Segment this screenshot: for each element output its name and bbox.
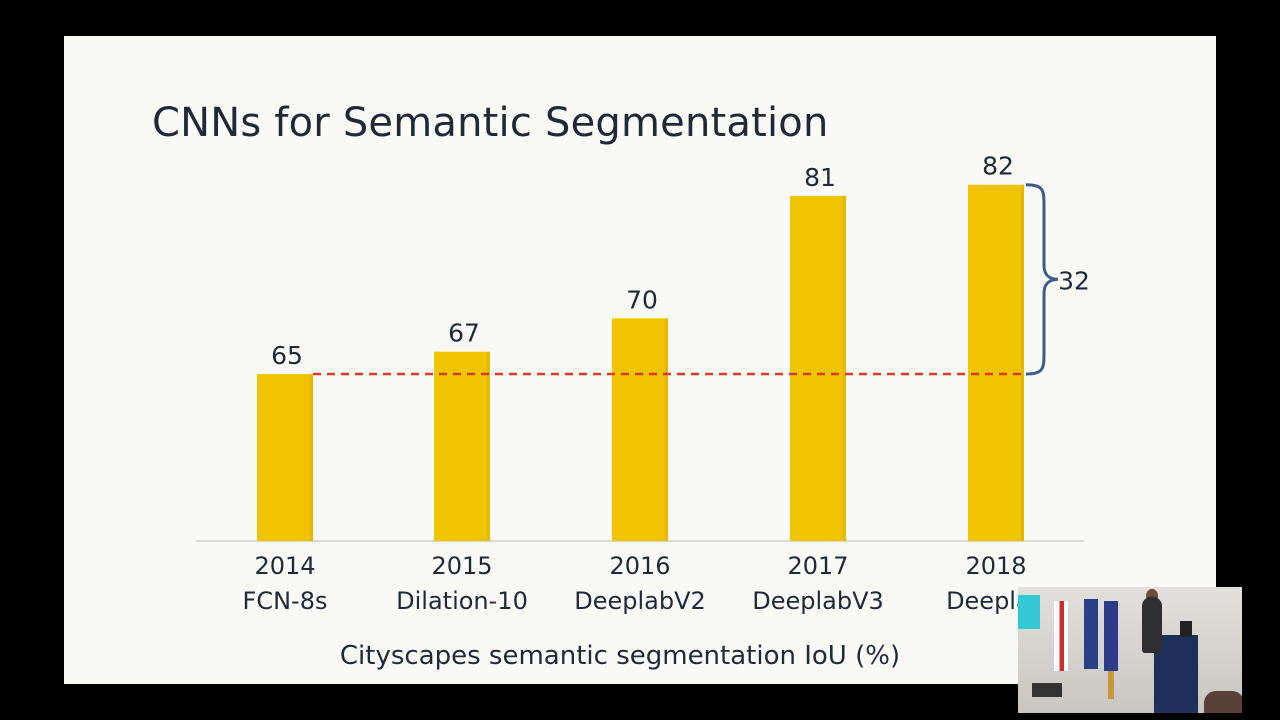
podium-monitor: [1180, 621, 1192, 637]
x-tick-model: Dilation-10: [396, 587, 528, 615]
x-axis-caption: Cityscapes semantic segmentation IoU (%): [340, 641, 900, 671]
audience-member: [1204, 691, 1242, 713]
bar-value-label: 67: [448, 319, 480, 348]
x-tick-year: 2017: [787, 552, 848, 580]
x-tick-model: DeeplabV2: [574, 587, 706, 615]
bar: [790, 195, 846, 541]
x-tick-year: 2015: [431, 552, 492, 580]
flag-icon: [1084, 599, 1098, 669]
bar-value-label: 81: [804, 163, 836, 192]
side-table: [1032, 683, 1062, 697]
x-tick-year: 2014: [254, 552, 315, 580]
flag-icon: [1104, 601, 1118, 671]
bar-edge: [1021, 184, 1024, 541]
x-tick-model: FCN-8s: [243, 587, 328, 615]
bar: [968, 184, 1024, 541]
x-tick-year: 2018: [965, 552, 1026, 580]
bar-edge: [310, 374, 313, 541]
bar-value-label: 82: [982, 152, 1014, 181]
bar: [612, 318, 668, 541]
bar-edge: [665, 318, 668, 541]
x-tick-model: DeeplabV3: [752, 587, 884, 615]
bar: [257, 374, 313, 541]
bar-value-label: 65: [271, 341, 303, 370]
x-tick-year: 2016: [609, 552, 670, 580]
flag-stand: [1108, 671, 1114, 699]
speaker-video-thumbnail[interactable]: [1018, 587, 1242, 713]
slide-title: CNNs for Semantic Segmentation: [152, 100, 829, 146]
bar-edge: [843, 195, 846, 541]
difference-brace: [1025, 183, 1059, 376]
bar-edge: [487, 351, 490, 541]
bar-value-label: 70: [626, 285, 658, 314]
video-screen: [1018, 595, 1040, 629]
difference-label: 32: [1058, 266, 1090, 295]
flag-icon: [1054, 601, 1068, 671]
speaker: [1142, 597, 1162, 653]
bar: [434, 351, 490, 541]
